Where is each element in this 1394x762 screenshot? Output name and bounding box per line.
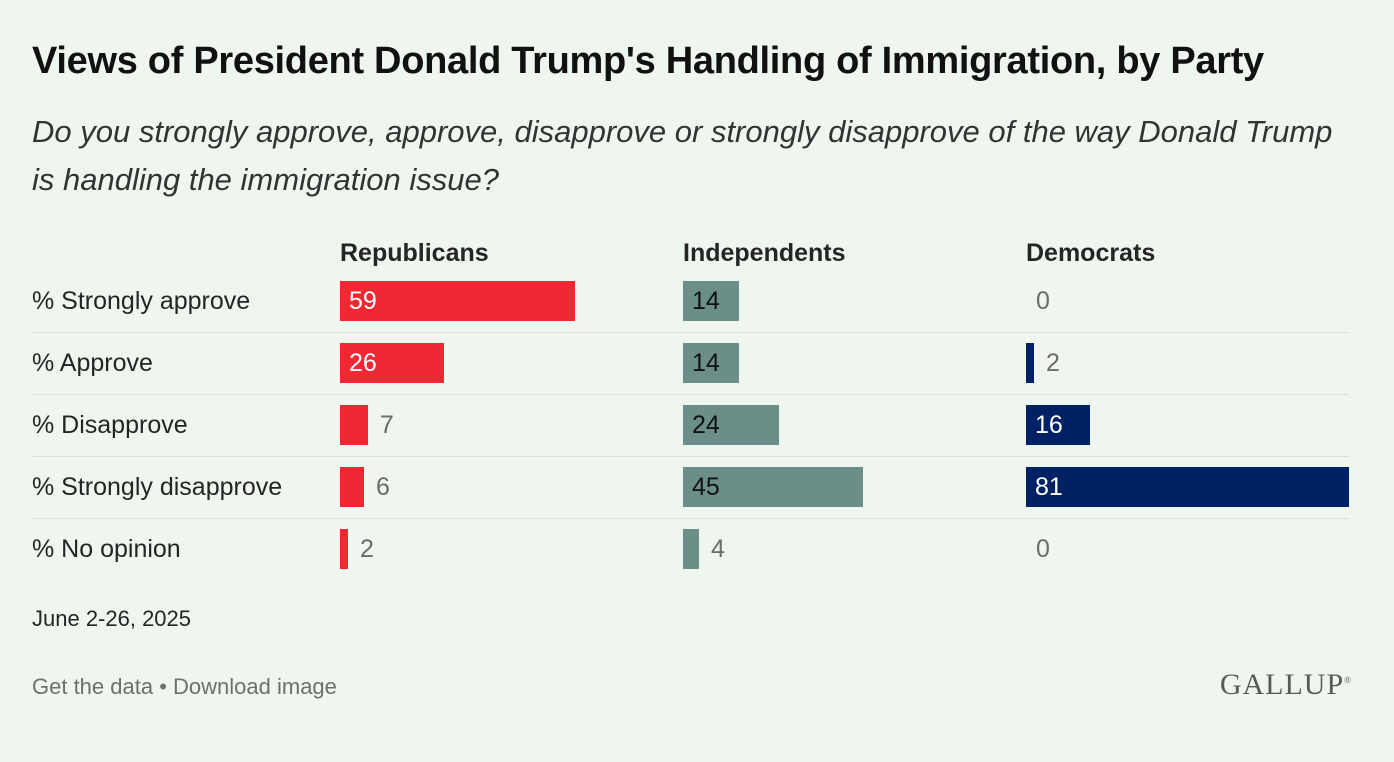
bar-independents-no-opinion	[683, 529, 699, 569]
column-header-democrats: Democrats	[1026, 239, 1156, 267]
bar-republicans-no-opinion	[340, 529, 348, 569]
footer-separator: •	[153, 674, 174, 699]
row-label-no-opinion: % No opinion	[32, 535, 181, 563]
value-label-democrats-strongly-approve: 0	[1036, 287, 1050, 315]
value-label-independents-strongly-disapprove: 45	[692, 473, 720, 501]
bar-democrats-strongly-disapprove	[1026, 467, 1350, 507]
value-label-independents-strongly-approve: 14	[692, 287, 720, 315]
value-label-democrats-disapprove: 16	[1035, 411, 1063, 439]
row-label-strongly-disapprove: % Strongly disapprove	[32, 473, 283, 501]
bar-republicans-approve	[340, 343, 444, 383]
row-divider	[32, 518, 1349, 519]
column-header-independents: Independents	[683, 239, 846, 267]
bar-independents-strongly-disapprove	[683, 467, 863, 507]
value-label-democrats-no-opinion: 0	[1036, 535, 1050, 563]
date-note: June 2-26, 2025	[32, 606, 192, 631]
row-divider	[32, 394, 1349, 395]
value-label-independents-disapprove: 24	[692, 411, 720, 439]
value-label-independents-approve: 14	[692, 349, 720, 377]
logo-text: GALLUP	[1219, 668, 1345, 701]
row-divider	[32, 456, 1349, 457]
bar-republicans-strongly-approve	[340, 281, 576, 321]
column-header-republicans: Republicans	[340, 239, 489, 267]
value-label-republicans-strongly-approve: 59	[349, 287, 377, 315]
value-label-independents-no-opinion: 4	[710, 535, 725, 563]
chart-subtitle: Do you strongly approve, approve, disapp…	[32, 114, 1333, 197]
gallup-logo: GALLUP®	[1220, 668, 1352, 702]
value-label-republicans-no-opinion: 2	[359, 535, 374, 563]
value-label-democrats-strongly-disapprove: 81	[1035, 473, 1063, 501]
value-label-democrats-approve: 2	[1045, 349, 1060, 377]
value-label-republicans-disapprove: 7	[379, 411, 394, 439]
bar-democrats-disapprove	[1026, 405, 1090, 445]
value-label-republicans-strongly-disapprove: 6	[375, 473, 390, 501]
bar-independents-disapprove	[683, 405, 779, 445]
bar-republicans-disapprove	[340, 405, 368, 445]
row-label-strongly-approve: % Strongly approve	[32, 287, 251, 315]
row-divider	[32, 332, 1349, 333]
chart-title: Views of President Donald Trump's Handli…	[32, 40, 1264, 82]
bar-republicans-strongly-disapprove	[340, 467, 364, 507]
bar-democrats-approve	[1026, 343, 1034, 383]
value-label-republicans-approve: 26	[349, 349, 377, 377]
row-label-approve: % Approve	[32, 349, 153, 377]
bar-independents-strongly-approve	[683, 281, 739, 321]
download-image-link[interactable]: Download image	[173, 674, 337, 699]
bar-independents-approve	[683, 343, 739, 383]
footer-links: Get the data • Download image	[32, 674, 337, 700]
get-data-link[interactable]: Get the data	[32, 674, 154, 699]
logo-registered-mark: ®	[1344, 675, 1352, 685]
row-label-disapprove: % Disapprove	[32, 411, 188, 439]
